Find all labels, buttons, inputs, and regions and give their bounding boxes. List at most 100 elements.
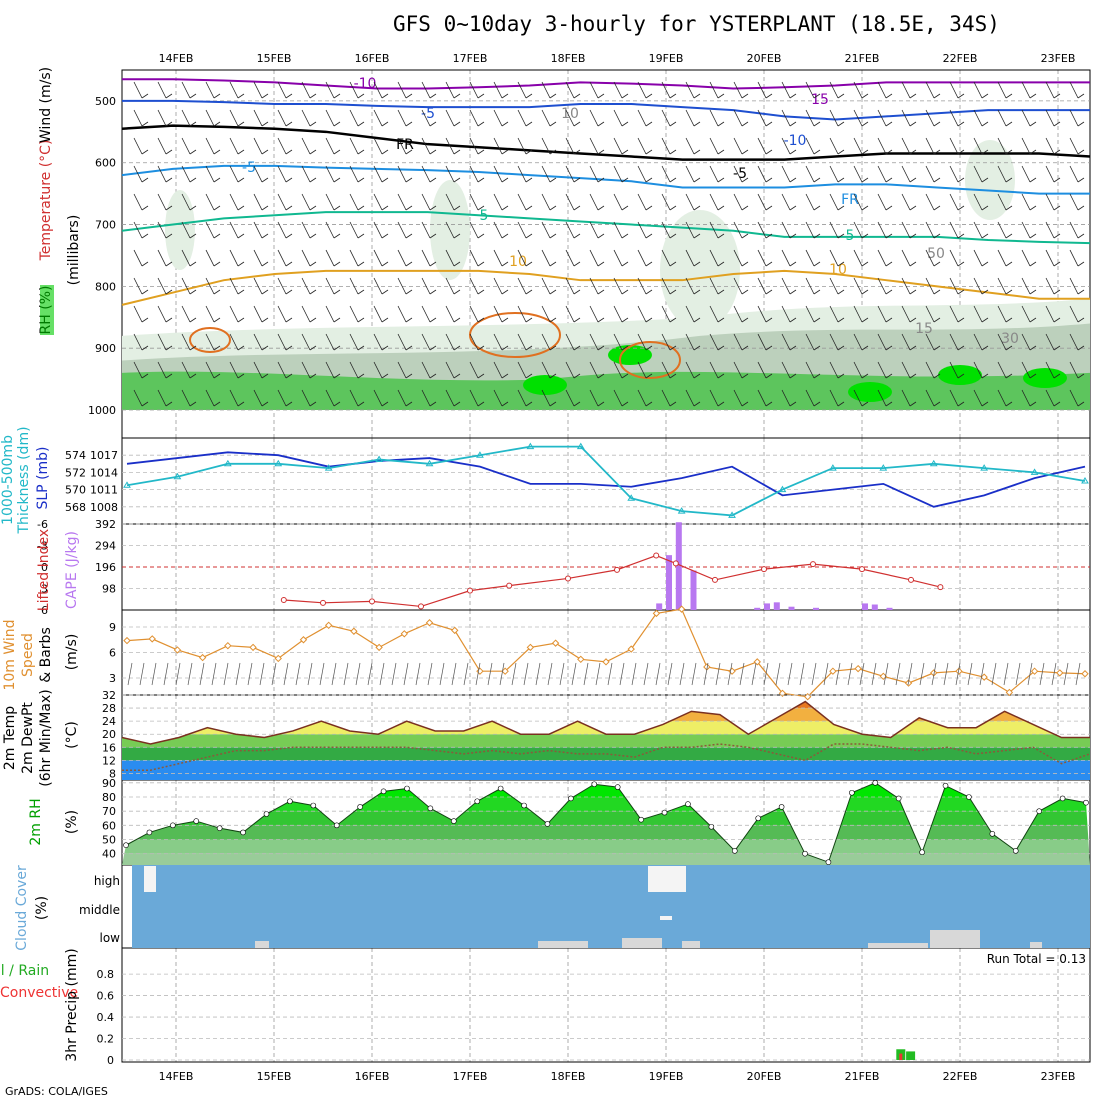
wind-barb-flag (549, 93, 557, 99)
wind-barb (637, 165, 647, 183)
wind-barb-flag (1053, 317, 1061, 323)
wind-barb-flag (765, 289, 773, 295)
wind-barb (301, 81, 311, 99)
wind-barb-flag (477, 289, 485, 295)
wind-barb-flag (909, 261, 917, 267)
wind-barb-flag (453, 121, 461, 127)
wind-barb-flag (285, 93, 293, 99)
cape-bar (813, 607, 819, 610)
wind-barb-flag (213, 121, 221, 127)
wind-barb (853, 193, 863, 211)
wind-barb (901, 81, 911, 99)
wind-barb (925, 81, 935, 99)
wind-barb (757, 277, 767, 295)
contour-label: -10 (784, 133, 807, 149)
wind-barb (661, 81, 671, 99)
wind-barb (997, 305, 1007, 323)
wind-barb-flag (741, 401, 749, 407)
thickness-point (173, 472, 182, 480)
temp-contour-4 (121, 211, 1091, 245)
wind-barb-flag (765, 121, 773, 127)
surface-wind-barb (667, 662, 673, 686)
wind-barb-flag (165, 93, 173, 99)
wind-barb (1021, 109, 1031, 127)
wind-barb-flag (405, 317, 413, 323)
wind-barb (901, 221, 911, 239)
rh-point (966, 794, 972, 800)
wind-barb-flag (909, 205, 917, 211)
wind-barb-flag (453, 401, 461, 407)
temp-band (122, 721, 1090, 735)
wind-speed-point (425, 619, 434, 627)
wind-barb-flag (477, 345, 485, 351)
wind-barb-flag (333, 345, 341, 351)
wind-barb-flag (549, 289, 557, 295)
cloud-level-label: low (100, 931, 121, 945)
wind-barb-flag (909, 317, 917, 323)
temp-tick: 28 (102, 702, 116, 715)
wind-barb-flag (189, 233, 197, 239)
wind-barb (205, 361, 215, 379)
wind-barb (541, 277, 551, 295)
chart-title: GFS 0~10day 3-hourly for YSTERPLANT (18.… (393, 12, 1000, 36)
wind-barb (829, 361, 839, 379)
wind-barb-flag (1029, 289, 1037, 295)
rh-point (310, 802, 317, 809)
wind-barb-flag (1053, 177, 1061, 183)
slp-tick: 1017 (90, 449, 118, 462)
rh-point (568, 795, 574, 802)
contour-label: 5 (846, 228, 855, 244)
wind-barb (349, 221, 359, 239)
wind-barb (157, 193, 167, 211)
wind-barb-flag (861, 401, 869, 407)
wind-barb-flag (141, 261, 149, 267)
wind-barb (973, 137, 983, 155)
wind-barb (853, 109, 863, 127)
surface-wind-barb (1003, 662, 1009, 686)
wind-barb-flag (597, 93, 605, 99)
wind-barb-flag (885, 401, 893, 407)
wind-barb (589, 137, 599, 155)
wind-barb-flag (597, 289, 605, 295)
wind-barb (853, 221, 863, 239)
wind-barb (1045, 333, 1055, 351)
wind-barb-flag (213, 177, 221, 183)
wind-barb (301, 137, 311, 155)
wind-barb-flag (1029, 121, 1037, 127)
temp-line (121, 700, 1090, 745)
wind-barb (229, 137, 239, 155)
wind-barb-flag (453, 345, 461, 351)
thickness-point (576, 442, 585, 450)
surface-wind-barb (691, 662, 697, 686)
wind-barb (901, 333, 911, 351)
wind-tick: 6 (109, 647, 116, 660)
wind-barb-flag (429, 177, 437, 183)
wind-barb-flag (693, 121, 701, 127)
wind-barb-flag (765, 261, 773, 267)
wind-barb-flag (381, 93, 389, 99)
wind-barb (877, 165, 887, 183)
wind-barb-flag (501, 93, 509, 99)
wind-barb (205, 165, 215, 183)
wind-barb (205, 109, 215, 127)
rh-light-patch (165, 190, 195, 270)
wind-barb (733, 389, 743, 407)
wind-barb (133, 389, 143, 407)
wind-barb (1069, 137, 1079, 155)
wind-barb-flag (957, 93, 965, 99)
wind-barb-flag (885, 289, 893, 295)
wind-barb (541, 193, 551, 211)
wind-tick: 9 (109, 621, 116, 634)
wind-barb-flag (693, 373, 701, 379)
wind-barb (565, 277, 575, 295)
cape-bar (764, 603, 770, 610)
surface-wind-barb (1063, 662, 1069, 686)
rh-point (123, 842, 129, 848)
rh-point (240, 829, 246, 836)
wind-barb (925, 277, 935, 295)
wind-barb-flag (1053, 93, 1061, 99)
cape-bar (675, 522, 682, 610)
wind-barb-flag (1029, 261, 1037, 267)
wind-barb (925, 193, 935, 211)
wind-barb (781, 81, 791, 99)
